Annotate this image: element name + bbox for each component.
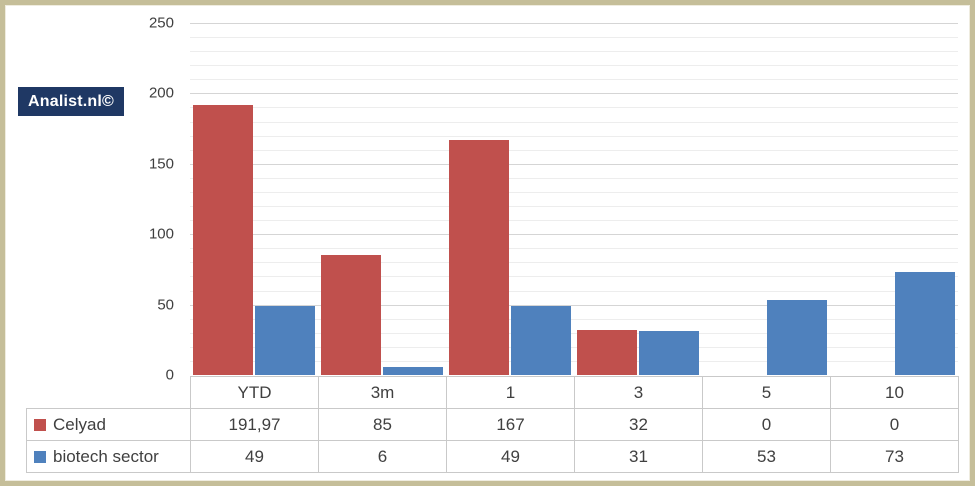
table-value-celyad-ytd: 191,97	[190, 408, 319, 441]
minor-gridline	[190, 206, 958, 208]
minor-gridline	[190, 177, 958, 179]
minor-gridline	[190, 318, 958, 320]
x-category-label: 1	[446, 376, 575, 409]
minor-gridline	[190, 79, 958, 81]
minor-gridline	[190, 51, 958, 53]
bar-biotech-sector-5	[767, 300, 827, 375]
minor-gridline	[190, 332, 958, 334]
minor-gridline	[190, 149, 958, 151]
y-axis-label: 50	[157, 296, 174, 314]
major-gridline	[190, 304, 958, 306]
table-corner-spacer	[27, 377, 191, 409]
table-value-biotech-sector-10: 73	[830, 440, 959, 473]
legend-swatch-icon	[34, 418, 46, 431]
minor-gridline	[190, 121, 958, 123]
bar-biotech-sector-3	[639, 331, 699, 375]
major-gridline	[190, 234, 958, 236]
table-value-biotech-sector-5: 53	[702, 440, 831, 473]
bar-celyad-ytd	[193, 104, 253, 375]
legend-label: Celyad	[53, 414, 106, 434]
minor-gridline	[190, 135, 958, 137]
minor-gridline	[190, 191, 958, 193]
x-category-label: 5	[702, 376, 831, 409]
legend-biotech-sector: biotech sector	[26, 440, 191, 473]
y-axis-label: 100	[148, 225, 174, 243]
table-value-biotech-sector-ytd: 49	[190, 440, 319, 473]
minor-gridline	[190, 37, 958, 39]
bar-biotech-sector-10	[895, 272, 955, 375]
major-gridline	[190, 163, 958, 165]
minor-gridline	[190, 276, 958, 278]
legend-label: biotech sector	[53, 446, 159, 466]
y-axis-label: 0	[165, 366, 174, 384]
minor-gridline	[190, 360, 958, 362]
legend-celyad: Celyad	[26, 408, 191, 441]
minor-gridline	[190, 248, 958, 250]
table-value-celyad-10: 0	[830, 408, 959, 441]
minor-gridline	[190, 262, 958, 264]
y-axis-label: 250	[148, 14, 174, 32]
bar-celyad-1	[449, 139, 509, 375]
bar-biotech-sector-3m	[383, 366, 443, 375]
minor-gridline	[190, 290, 958, 292]
plot-area: 0 50 100 150 200 250	[5, 5, 970, 481]
y-axis-label: 150	[148, 155, 174, 173]
y-axis-label: 200	[148, 84, 174, 102]
legend-swatch-icon	[34, 450, 46, 463]
minor-gridline	[190, 220, 958, 222]
x-category-label: YTD	[190, 376, 319, 409]
table-value-celyad-3: 32	[574, 408, 703, 441]
minor-gridline	[190, 107, 958, 109]
bar-biotech-sector-1	[511, 306, 571, 375]
x-category-label: 3	[574, 376, 703, 409]
minor-gridline	[190, 346, 958, 348]
bar-celyad-3	[577, 329, 637, 375]
major-gridline	[190, 23, 958, 24]
bar-biotech-sector-ytd	[255, 306, 315, 375]
table-value-biotech-sector-3m: 6	[318, 440, 447, 473]
watermark-badge: Analist.nl©	[18, 87, 124, 116]
data-table: YTD 3m 1 3 5 10 Celyad 191,97 85 167 32 0 0 biotech s…	[26, 376, 959, 473]
table-value-celyad-3m: 85	[318, 408, 447, 441]
minor-gridline	[190, 65, 958, 67]
major-gridline	[190, 93, 958, 95]
table-value-celyad-1: 167	[446, 408, 575, 441]
x-category-label: 10	[830, 376, 959, 409]
table-value-biotech-sector-3: 31	[574, 440, 703, 473]
table-value-celyad-5: 0	[702, 408, 831, 441]
bar-celyad-3m	[321, 255, 381, 375]
table-value-biotech-sector-1: 49	[446, 440, 575, 473]
x-category-label: 3m	[318, 376, 447, 409]
